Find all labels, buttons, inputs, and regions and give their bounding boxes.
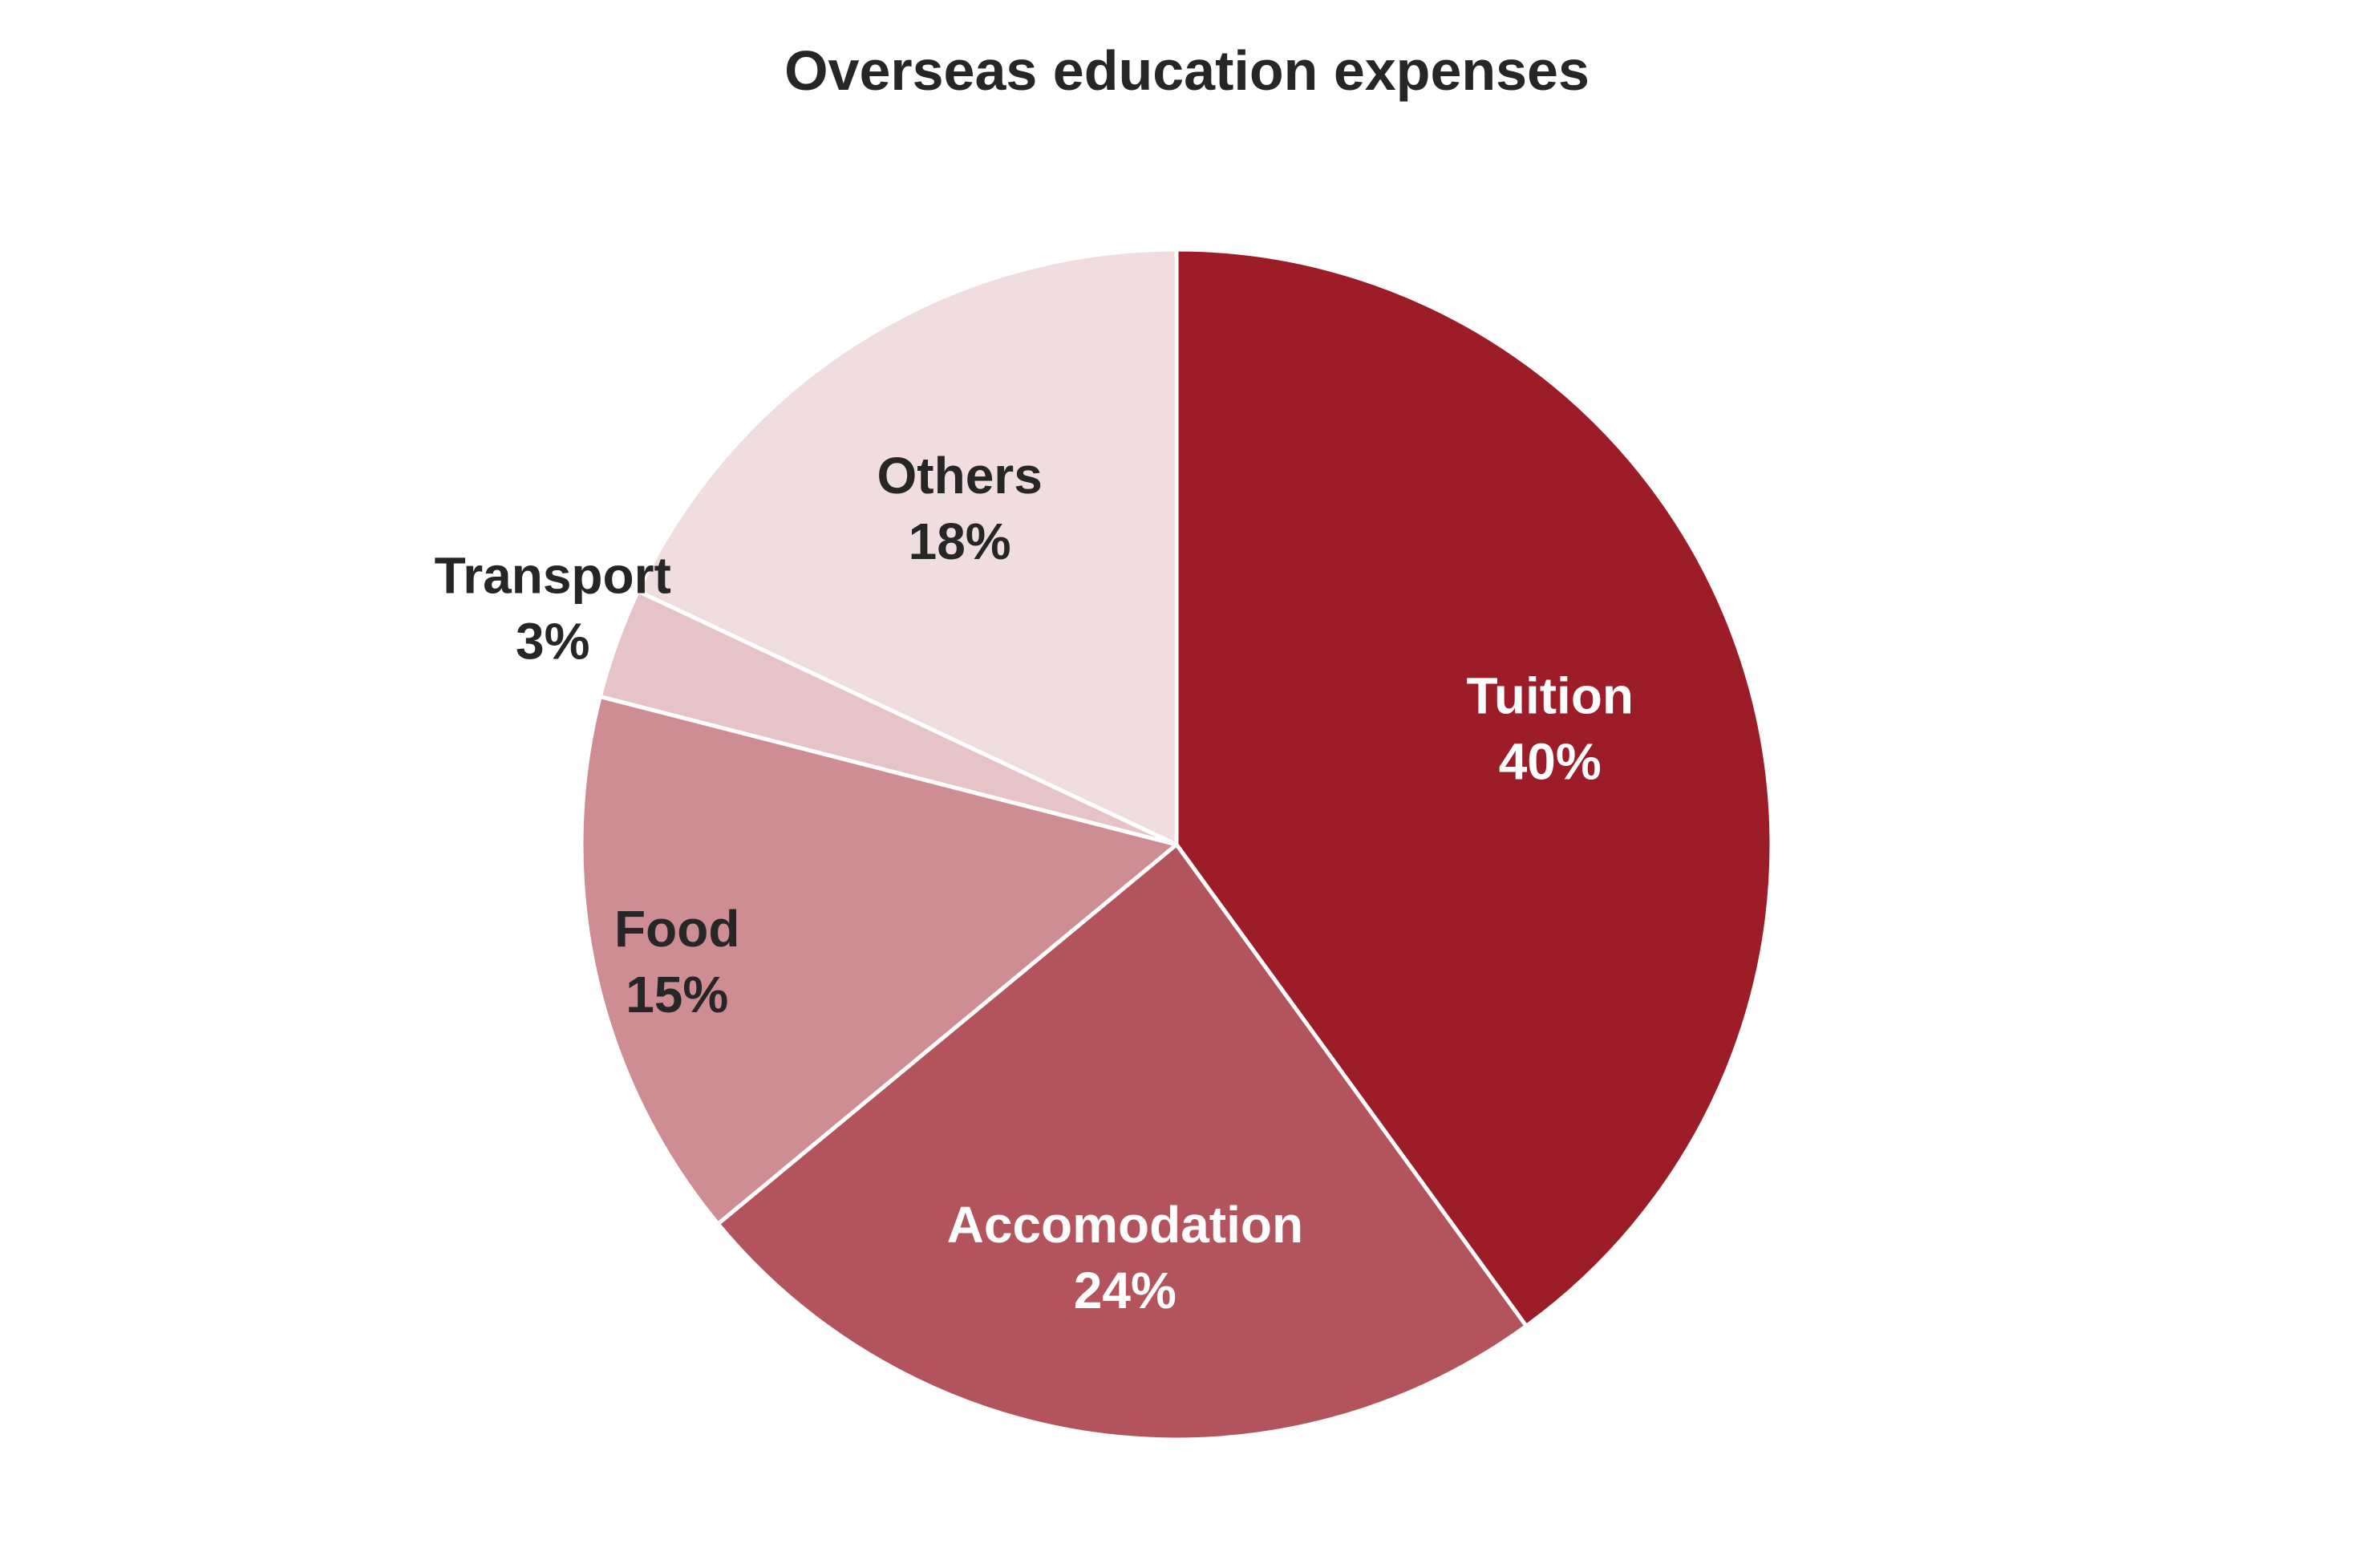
labels-layer: Tuition 40% Accomodation 24% Food 15% Transpor… [435,447,1634,1319]
slice-label-accomodation: Accomodation 24% [947,1196,1303,1319]
pie-slice-accomodation [715,842,1529,1442]
slice-value-transport: 3% [516,612,590,670]
pie-slice-tuition [1174,247,1774,1328]
slices-layer [579,247,1774,1442]
pie-slice-others [636,247,1179,847]
pie-slice-food [579,694,1179,1226]
slice-name-accomodation: Accomodation [947,1196,1303,1254]
slice-name-transport: Transport [435,546,671,604]
slice-value-accomodation: 24% [1074,1262,1176,1319]
slice-name-food: Food [614,900,739,958]
slice-name-tuition: Tuition [1467,667,1634,725]
slice-label-transport: Transport 3% [435,546,671,670]
slice-value-food: 15% [626,966,728,1023]
slice-value-others: 18% [909,513,1011,570]
slice-name-others: Others [877,447,1043,504]
slice-label-food: Food 15% [614,900,739,1023]
slice-value-tuition: 40% [1499,733,1602,791]
slice-label-tuition: Tuition 40% [1467,667,1634,791]
chart-title: Overseas education expenses [784,39,1590,102]
slice-label-others: Others 18% [877,447,1043,570]
